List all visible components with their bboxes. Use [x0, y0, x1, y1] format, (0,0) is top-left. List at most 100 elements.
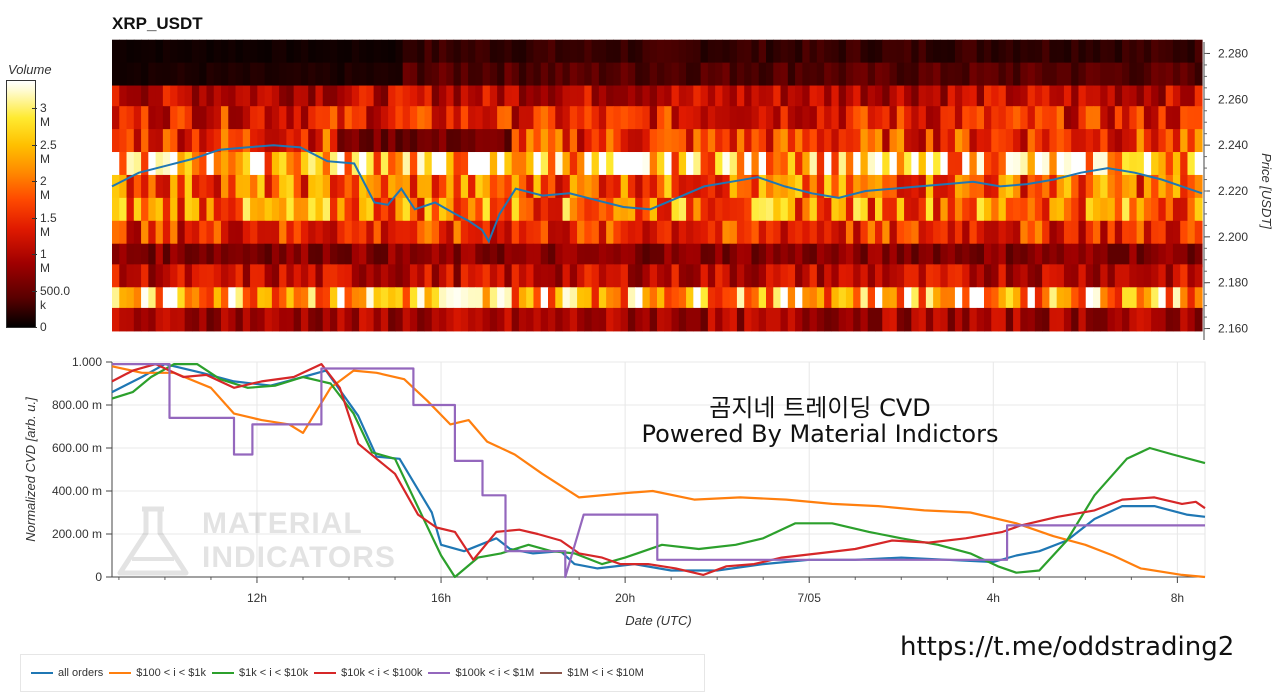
heatmap-cell [228, 197, 237, 222]
heatmap-cell [351, 220, 360, 245]
heatmap-cell [940, 85, 949, 110]
heatmap-cell [475, 197, 484, 222]
heatmap-cell [1151, 243, 1159, 268]
heatmap-cell [533, 197, 542, 222]
cvd-y-tick-label: 800.00 m [52, 398, 102, 412]
heatmap-cell [308, 264, 317, 288]
legend-item[interactable]: $1M < i < $10M [540, 667, 644, 679]
heatmap-cell [1085, 152, 1094, 176]
heatmap-cell [250, 287, 258, 311]
heatmap-cell [678, 287, 687, 311]
heatmap-cell [1005, 264, 1014, 288]
heatmap-cell [1100, 106, 1109, 130]
heatmap-cell [1180, 39, 1189, 64]
heatmap-cell [475, 39, 484, 64]
heatmap-cell [1151, 85, 1159, 110]
heatmap-cell [722, 264, 731, 288]
heatmap-cell [359, 174, 367, 199]
heatmap-cell [627, 39, 636, 64]
heatmap-cell [1187, 62, 1196, 87]
heatmap-cell [540, 152, 549, 176]
heatmap-cell [773, 106, 782, 130]
heatmap-cell [1093, 85, 1101, 110]
heatmap-cell [649, 287, 658, 311]
heatmap-cell [264, 174, 273, 199]
heatmap-cell [715, 39, 723, 64]
heatmap-cell [1056, 264, 1065, 288]
heatmap-cell [293, 85, 302, 110]
heatmap-cell [213, 152, 222, 176]
heatmap-cell [126, 264, 135, 288]
heatmap-cell [620, 174, 629, 199]
heatmap-cell [962, 243, 971, 268]
heatmap-cell [162, 85, 171, 110]
heatmap-cell [1005, 85, 1014, 110]
heatmap-cell [133, 197, 142, 222]
legend-item[interactable]: $100k < i < $1M [428, 667, 534, 679]
legend-item[interactable]: $10k < i < $100k [314, 667, 422, 679]
heatmap-cell [417, 243, 426, 268]
heatmap-cell [482, 62, 491, 87]
heatmap-cell [540, 243, 549, 268]
legend-item[interactable]: $1k < i < $10k [211, 667, 308, 679]
heatmap-cell [925, 220, 934, 245]
heatmap-cell [315, 287, 324, 311]
heatmap-cell [620, 85, 629, 110]
heatmap-cell [1056, 129, 1065, 153]
heatmap-cell [112, 39, 120, 64]
heatmap-cell [824, 85, 832, 110]
heatmap-cell [882, 264, 891, 288]
heatmap-cell [148, 152, 157, 176]
heatmap-cell [904, 129, 912, 153]
heatmap-cell [896, 197, 905, 222]
heatmap-cell [1180, 264, 1189, 288]
heatmap-cell [598, 264, 607, 288]
heatmap-cell [933, 307, 941, 332]
heatmap-cell [213, 307, 222, 332]
heatmap-cell [315, 307, 324, 332]
legend-item[interactable]: all orders [31, 667, 103, 679]
heatmap-cell [1129, 220, 1138, 245]
heatmap-cells [112, 39, 1203, 332]
heatmap-cell [816, 39, 825, 64]
heatmap-cell [112, 106, 120, 130]
heatmap-cell [344, 106, 353, 130]
heatmap-cell [991, 62, 1000, 87]
heatmap-cell [896, 106, 905, 130]
heatmap-cell [693, 287, 702, 311]
telegram-link[interactable]: https://t.me/oddstrading2 [900, 632, 1235, 662]
heatmap-cell [1049, 287, 1058, 311]
heatmap-cell [809, 287, 818, 311]
heatmap-cell [773, 287, 782, 311]
heatmap-cell [380, 129, 389, 153]
heatmap-cell [635, 220, 644, 245]
heatmap-cell [1100, 307, 1109, 332]
heatmap-chart[interactable]: 2.2802.2602.2402.2202.2002.1802.160Price… [0, 0, 1280, 350]
heatmap-cell [904, 243, 912, 268]
heatmap-cell [373, 152, 382, 176]
heatmap-cell [221, 106, 229, 130]
legend-item[interactable]: $100 < i < $1k [109, 667, 206, 679]
heatmap-cell [671, 307, 680, 332]
heatmap-cell [664, 264, 673, 288]
heatmap-cell [177, 129, 186, 153]
heatmap-cell [199, 39, 208, 64]
heatmap-cell [468, 307, 476, 332]
heatmap-cell [722, 243, 731, 268]
heatmap-cell [518, 39, 527, 64]
heatmap-cell [439, 174, 447, 199]
heatmap-cell [620, 39, 629, 64]
heatmap-cell [722, 174, 731, 199]
heatmap-cell [366, 39, 375, 64]
heatmap-cell [686, 307, 694, 332]
heatmap-cell [468, 129, 476, 153]
heatmap-cell [1114, 264, 1123, 288]
price-tick-label: 2.160 [1218, 322, 1248, 336]
heatmap-cell [700, 287, 709, 311]
heatmap-cell [548, 152, 556, 176]
heatmap-cell [838, 243, 847, 268]
heatmap-cell [322, 307, 331, 332]
heatmap-cell [744, 264, 753, 288]
heatmap-cell [569, 62, 578, 87]
